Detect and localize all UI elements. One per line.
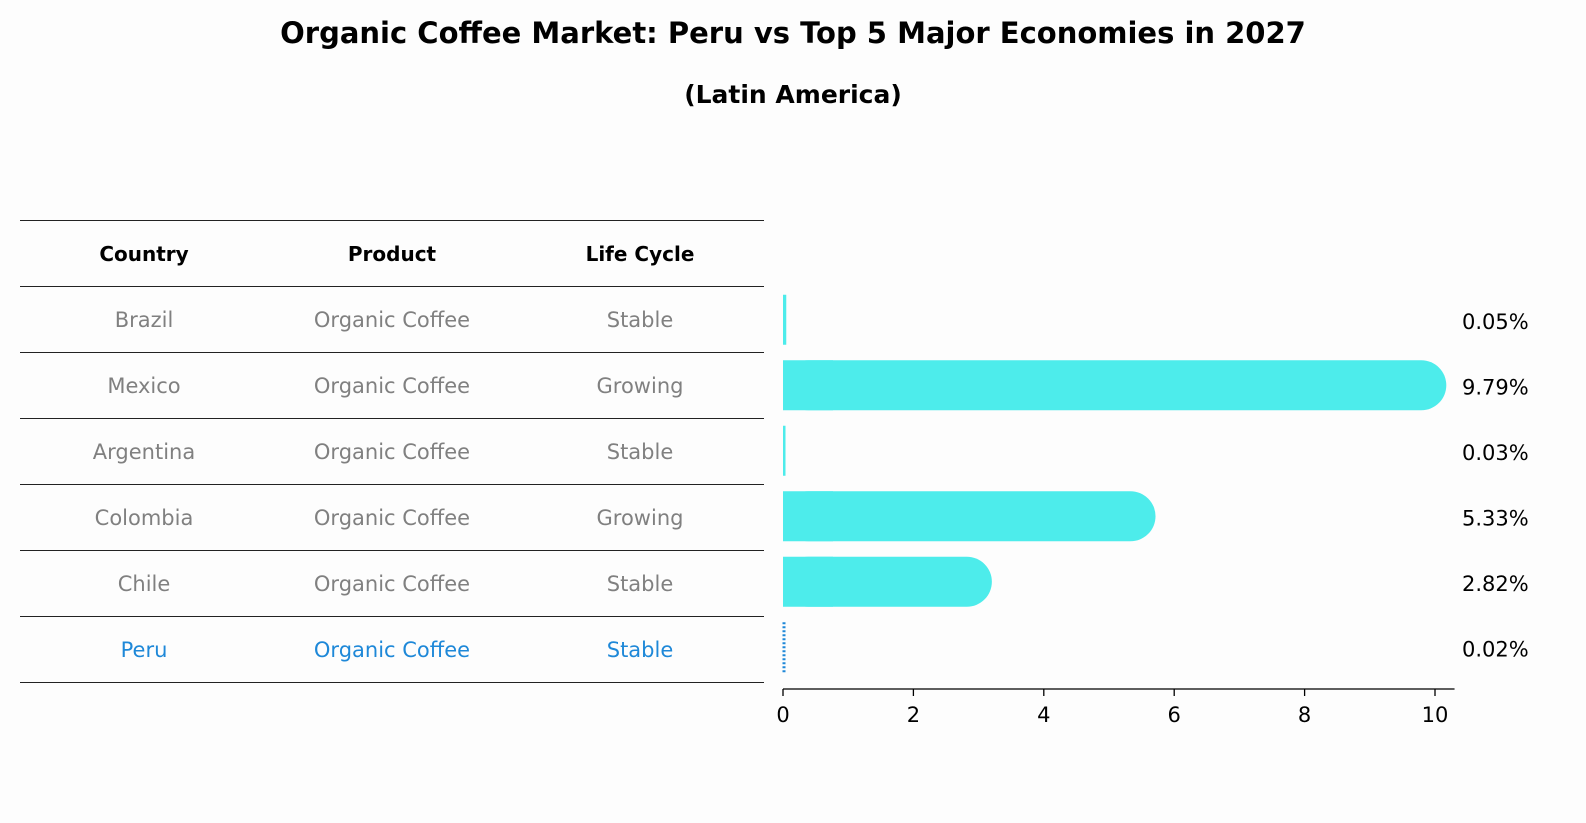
- cell-country: Brazil: [114, 307, 174, 332]
- cell-life-cycle: Stable: [606, 571, 674, 596]
- table-header-row: Country Product Life Cycle: [20, 220, 764, 287]
- chart-title: Organic Coffee Market: Peru vs Top 5 Maj…: [280, 16, 1306, 50]
- data-table: Country Product Life Cycle Brazil Organi…: [20, 220, 764, 683]
- chart-subtitle: (Latin America): [684, 80, 902, 109]
- cell-product: Organic Coffee: [313, 637, 471, 662]
- x-tick-label: 10: [1422, 703, 1449, 727]
- cell-life-cycle: Stable: [606, 307, 674, 332]
- cell-product: Organic Coffee: [313, 439, 471, 464]
- cell-country: Mexico: [107, 373, 181, 398]
- table-row: Argentina Organic Coffee Stable: [20, 419, 764, 485]
- bar-group: [782, 294, 1447, 673]
- bar-base-chile: [783, 556, 833, 607]
- cell-country: Peru: [120, 637, 168, 662]
- table-row-highlight: Peru Organic Coffee Stable: [20, 617, 764, 683]
- x-tick-label: 8: [1298, 703, 1311, 727]
- bar-base-mexico: [783, 360, 833, 411]
- x-tick-label: 4: [1037, 703, 1050, 727]
- table-row: Brazil Organic Coffee Stable: [20, 287, 764, 353]
- table-row: Colombia Organic Coffee Growing: [20, 485, 764, 551]
- cell-life-cycle: Stable: [606, 637, 674, 662]
- table-row: Mexico Organic Coffee Growing: [20, 353, 764, 419]
- table-row: Chile Organic Coffee Stable: [20, 551, 764, 617]
- header-product: Product: [347, 241, 437, 266]
- value-label: 0.02%: [1462, 637, 1529, 661]
- value-label: 0.03%: [1462, 441, 1529, 465]
- header-life-cycle: Life Cycle: [585, 241, 695, 266]
- cell-life-cycle: Stable: [606, 439, 674, 464]
- bar-base-colombia: [783, 491, 833, 542]
- x-tick-label: 6: [1168, 703, 1181, 727]
- header-country: Country: [99, 241, 189, 266]
- bar-colombia: [783, 491, 1156, 542]
- x-tick-label: 2: [907, 703, 920, 727]
- cell-product: Organic Coffee: [313, 307, 471, 332]
- cell-product: Organic Coffee: [313, 505, 471, 530]
- cell-life-cycle: Growing: [596, 373, 684, 398]
- cell-country: Chile: [117, 571, 171, 596]
- cell-life-cycle: Growing: [596, 505, 684, 530]
- cell-country: Argentina: [92, 439, 196, 464]
- cell-product: Organic Coffee: [313, 571, 471, 596]
- x-tick-label: 0: [776, 703, 789, 727]
- value-label: 2.82%: [1462, 572, 1529, 596]
- bar-chile: [783, 556, 992, 607]
- cell-product: Organic Coffee: [313, 373, 471, 398]
- value-label-group: 0.05% 9.79% 0.03% 5.33% 2.82% 0.02%: [1462, 310, 1529, 662]
- bar-mexico: [783, 360, 1447, 411]
- cell-country: Colombia: [94, 505, 194, 530]
- value-label: 0.05%: [1462, 310, 1529, 334]
- bar-brazil: [783, 294, 787, 345]
- x-axis: 0 2 4 6 8 10: [776, 688, 1455, 727]
- bar-argentina: [783, 425, 786, 476]
- value-label: 5.33%: [1462, 506, 1529, 530]
- value-label: 9.79%: [1462, 375, 1529, 399]
